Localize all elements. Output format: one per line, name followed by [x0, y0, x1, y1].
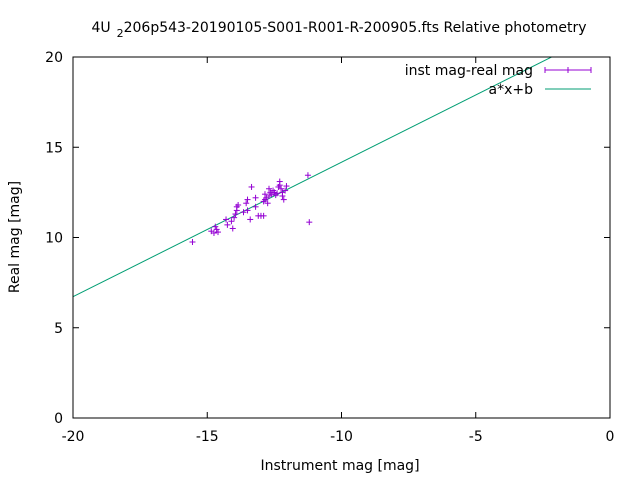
fit-line — [73, 57, 553, 298]
data-point — [224, 221, 231, 228]
data-point — [278, 185, 285, 192]
legend-points-sample — [544, 67, 592, 73]
data-point — [276, 182, 283, 189]
data-point — [213, 226, 220, 233]
data-point — [244, 207, 251, 214]
data-point — [261, 191, 268, 198]
data-point — [189, 239, 196, 246]
data-point — [264, 200, 271, 207]
data-point — [212, 223, 219, 230]
data-point — [228, 218, 235, 225]
data-point — [252, 194, 259, 201]
data-point — [247, 216, 254, 223]
data-point — [283, 183, 290, 190]
legend: inst mag-real mag a*x+b — [405, 63, 592, 98]
legend-label-fit: a*x+b — [489, 82, 534, 98]
data-point — [231, 214, 238, 221]
data-point — [271, 189, 278, 196]
data-point — [280, 196, 287, 203]
x-tick-label: -10 — [330, 429, 353, 445]
points-layer — [189, 172, 313, 246]
data-point — [304, 172, 311, 179]
data-point — [274, 190, 281, 197]
y-tick-label: 15 — [45, 140, 63, 156]
axes: -20 -15 -10 -5 0 0 5 10 15 20 — [45, 50, 614, 445]
legend-label-points: inst mag-real mag — [405, 63, 533, 79]
y-axis-label: Real mag [mag] — [7, 181, 23, 293]
data-point — [282, 187, 289, 194]
data-point — [229, 225, 236, 232]
y-tick-label: 20 — [45, 50, 63, 66]
data-point — [210, 229, 217, 236]
data-point — [248, 183, 255, 190]
data-point — [240, 209, 247, 216]
data-point — [252, 203, 259, 210]
y-tick-label: 5 — [54, 321, 63, 337]
y-tick-label: 0 — [54, 411, 63, 427]
data-point — [223, 216, 230, 223]
data-point — [244, 196, 251, 203]
chart-title: 4U 2206p543-20190105-S001-R001-R-200905.f… — [91, 20, 586, 40]
data-point — [260, 212, 267, 219]
data-point — [233, 203, 240, 210]
fit-line-layer — [73, 57, 553, 298]
data-point — [214, 229, 221, 236]
x-axis-label: Instrument mag [mag] — [260, 458, 419, 474]
x-tick-label: 0 — [606, 429, 615, 445]
data-point — [232, 211, 239, 218]
data-point — [243, 200, 250, 207]
x-tick-label: -20 — [62, 429, 85, 445]
plot-frame — [72, 56, 611, 419]
data-point — [266, 185, 273, 192]
y-tick-label: 10 — [45, 231, 63, 247]
x-tick-label: -15 — [196, 429, 219, 445]
data-point — [306, 219, 313, 226]
x-tick-label: -5 — [469, 429, 483, 445]
